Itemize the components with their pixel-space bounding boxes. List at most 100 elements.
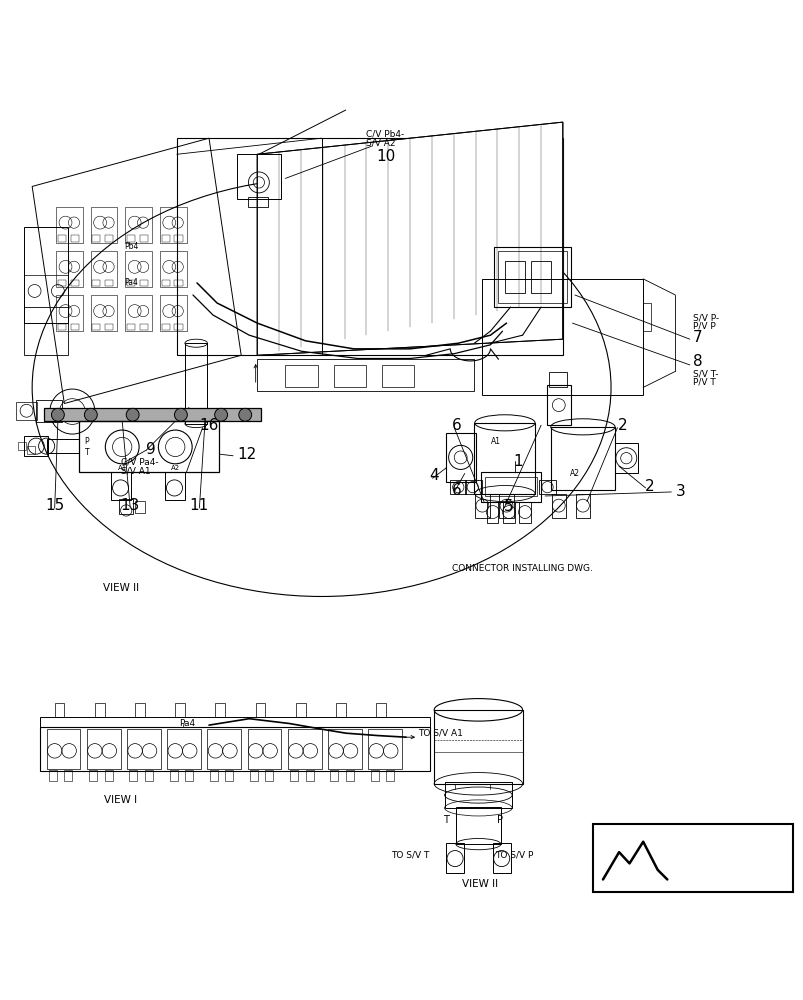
Polygon shape [602, 866, 618, 879]
Bar [125, 295, 152, 331]
Bar [480, 472, 540, 502]
Bar [49, 770, 57, 781]
Bar [519, 502, 530, 523]
Text: C/V Pa4-: C/V Pa4- [120, 458, 158, 467]
Bar [446, 433, 475, 482]
Bar [18, 442, 26, 450]
Text: A2: A2 [569, 469, 579, 478]
Bar [104, 770, 112, 781]
Bar [614, 443, 637, 473]
Bar [95, 703, 104, 717]
Bar [55, 703, 64, 717]
Text: P: P [496, 815, 503, 825]
Bar [464, 480, 482, 494]
Bar [64, 770, 72, 781]
Bar [47, 729, 80, 769]
Bar [91, 251, 117, 287]
Bar [165, 472, 185, 500]
Bar [140, 235, 148, 242]
Bar [127, 729, 161, 769]
Bar [225, 770, 233, 781]
Bar [434, 710, 522, 784]
Bar [56, 251, 83, 287]
Text: T: T [442, 815, 449, 825]
Text: 1: 1 [513, 454, 523, 469]
Bar [127, 280, 135, 286]
Bar [40, 727, 430, 771]
Bar [287, 729, 321, 769]
Bar [161, 235, 169, 242]
Text: A1: A1 [491, 437, 500, 446]
Bar [127, 324, 135, 330]
Bar [125, 251, 152, 287]
Bar [58, 235, 66, 242]
Bar [92, 324, 100, 330]
Bar [504, 261, 524, 293]
Bar [550, 427, 614, 490]
Bar [345, 770, 353, 781]
Bar [250, 770, 258, 781]
Bar [548, 372, 566, 387]
Bar [475, 494, 489, 518]
Bar [161, 324, 169, 330]
Bar [56, 207, 83, 243]
Bar [370, 770, 378, 781]
Bar [47, 439, 79, 453]
Bar [482, 279, 642, 395]
Bar [119, 499, 133, 514]
Bar [105, 235, 113, 242]
Text: Pa4: Pa4 [124, 278, 138, 287]
Polygon shape [642, 842, 666, 879]
Bar [58, 280, 66, 286]
Text: C/V Pb4-: C/V Pb4- [365, 130, 404, 139]
Bar [376, 703, 385, 717]
Bar [487, 502, 498, 523]
Bar [89, 770, 97, 781]
Bar [135, 501, 145, 513]
Bar [285, 365, 317, 387]
Bar [336, 703, 345, 717]
Bar [91, 207, 117, 243]
Bar [160, 251, 186, 287]
Text: T: T [84, 448, 89, 457]
Text: 7: 7 [692, 330, 702, 345]
Bar [207, 729, 241, 769]
Text: 15: 15 [45, 498, 64, 513]
Bar [175, 703, 185, 717]
Bar [498, 251, 566, 303]
Text: 3: 3 [675, 484, 684, 499]
Text: TO S/V T: TO S/V T [390, 851, 429, 860]
Circle shape [84, 408, 97, 421]
Bar [111, 472, 131, 500]
Circle shape [238, 408, 251, 421]
Text: P: P [84, 437, 89, 446]
Bar [160, 207, 186, 243]
Bar [24, 307, 68, 355]
Bar [450, 480, 466, 494]
Bar [145, 770, 153, 781]
Bar [484, 477, 536, 496]
Bar [24, 436, 48, 456]
Text: 6: 6 [451, 483, 461, 498]
Text: A2: A2 [170, 465, 180, 471]
Bar [71, 235, 79, 242]
Bar [91, 295, 117, 331]
Bar [174, 280, 182, 286]
Bar [161, 280, 169, 286]
Bar [539, 480, 555, 494]
Text: 11: 11 [190, 498, 209, 513]
Text: TO S/V P: TO S/V P [495, 851, 533, 860]
Bar [160, 295, 186, 331]
Bar [530, 261, 550, 293]
Bar [446, 843, 463, 873]
Bar [24, 227, 68, 323]
Bar [185, 770, 193, 781]
Bar [87, 729, 120, 769]
Bar [169, 770, 177, 781]
Text: S/V T-: S/V T- [692, 369, 718, 378]
Text: VIEW II: VIEW II [462, 879, 497, 889]
Text: TO S/V A1: TO S/V A1 [418, 729, 463, 738]
Text: A1: A1 [117, 465, 127, 471]
Bar [381, 365, 414, 387]
Text: S/V A1: S/V A1 [120, 467, 150, 476]
